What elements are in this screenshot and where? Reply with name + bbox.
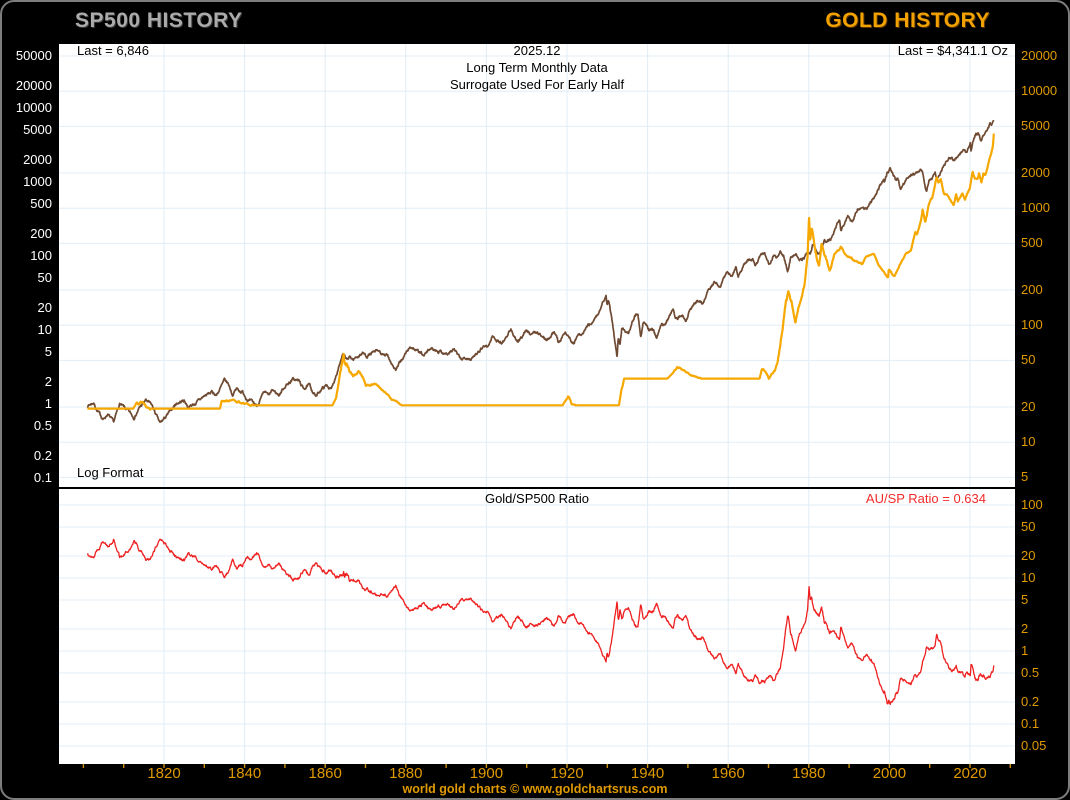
sp500-axis-tick-label: 10 xyxy=(37,322,52,337)
ratio-axis-tick-label: 0.05 xyxy=(1021,737,1047,753)
sp500-axis-tick-label: 20 xyxy=(37,299,52,315)
gold-axis-tick-label: 100 xyxy=(1021,317,1043,333)
ratio-axis-tick-label: 0.5 xyxy=(1021,664,1040,680)
sp500-axis-tick-label: 0.5 xyxy=(33,418,52,434)
sp500-axis-tick-label: 2 xyxy=(44,373,52,389)
sp500-axis-tick-label: 200 xyxy=(30,225,52,241)
sp500-axis-tick-label: 5000 xyxy=(23,122,52,138)
sp500-history-title: SP500 HISTORY xyxy=(75,9,243,32)
sp500-axis-tick-label: 500 xyxy=(30,196,52,212)
year-axis-tick-label: 1820 xyxy=(147,765,181,782)
ratio-axis-tick-label: 1 xyxy=(1021,643,1029,658)
site-credit: world gold charts © www.goldchartsrus.co… xyxy=(402,782,668,796)
gold-axis-tick-label: 10000 xyxy=(1021,83,1058,99)
ratio-axis-tick-label: 5 xyxy=(1021,591,1029,607)
chart-subtitle-1: Long Term Monthly Data xyxy=(466,60,608,75)
ratio-axis-tick-label: 20 xyxy=(1021,548,1036,564)
sp500-axis-tick-label: 50 xyxy=(37,270,52,286)
sp500-axis-tick-label: 100 xyxy=(30,248,52,263)
ratio-panel-title: Gold/SP500 Ratio xyxy=(484,491,590,506)
sp500-axis-tick-label: 20000 xyxy=(15,77,52,93)
chart-date: 2025.12 xyxy=(513,43,561,58)
gold-axis-tick-label: 10 xyxy=(1021,434,1036,450)
year-axis-tick-label: 1980 xyxy=(792,765,826,782)
sp500-axis-tick-label: 0.2 xyxy=(33,447,52,463)
gold-axis-tick-label: 1000 xyxy=(1021,200,1050,216)
year-axis-tick-label: 1840 xyxy=(227,765,262,782)
gold-axis-tick-label: 5 xyxy=(1021,469,1029,485)
chart-subtitle-2: Surrogate Used For Early Half xyxy=(449,77,625,92)
sp500-axis-tick-label: 5 xyxy=(44,344,52,360)
year-axis-tick-label: 1900 xyxy=(469,765,504,782)
gold-axis-tick-label: 50 xyxy=(1021,352,1036,368)
year-axis-tick-label: 1920 xyxy=(550,765,584,782)
ratio-axis-tick-label: 100 xyxy=(1021,497,1043,512)
year-axis-tick-label: 2020 xyxy=(953,765,987,782)
ratio-axis-tick-label: 0.2 xyxy=(1021,694,1040,710)
year-axis-tick-label: 2000 xyxy=(872,765,907,782)
year-axis-tick-label: 1940 xyxy=(630,765,665,782)
ratio-axis-tick-label: 50 xyxy=(1021,518,1036,534)
gold-history-title: GOLD HISTORY xyxy=(825,9,990,32)
gold-axis-tick-label: 200 xyxy=(1021,282,1043,297)
sp500-axis-tick-label: 10000 xyxy=(15,100,52,115)
gold-axis-tick-label: 500 xyxy=(1021,235,1043,251)
year-axis-tick-label: 1880 xyxy=(389,765,423,782)
ratio-axis-tick-label: 2 xyxy=(1021,621,1029,637)
sp500-axis-tick-label: 2000 xyxy=(23,151,52,167)
sp500-axis-tick-label: 1000 xyxy=(23,174,52,189)
sp500-axis-tick-label: 1 xyxy=(44,396,52,411)
year-axis-tick-label: 1860 xyxy=(308,765,342,782)
sp500-last-value: Last = 6,846 xyxy=(77,43,149,58)
year-axis-tick-label: 1960 xyxy=(711,765,745,782)
gold-axis-tick-label: 20 xyxy=(1021,399,1036,414)
log-format-label: Log Format xyxy=(77,465,144,480)
sp500-axis-tick-label: 50000 xyxy=(15,48,52,64)
ratio-axis-tick-label: 0.1 xyxy=(1021,716,1040,731)
ratio-axis-tick-label: 10 xyxy=(1021,570,1036,585)
sp500-axis-tick-label: 0.1 xyxy=(33,470,52,485)
gold-last-value: Last = $4,341.1 Oz xyxy=(897,43,1008,58)
gold-axis-tick-label: 20000 xyxy=(1021,48,1058,63)
gold-axis-tick-label: 5000 xyxy=(1021,118,1050,134)
gold-axis-tick-label: 2000 xyxy=(1021,165,1050,180)
ratio-last-value: AU/SP Ratio = 0.634 xyxy=(865,491,986,506)
